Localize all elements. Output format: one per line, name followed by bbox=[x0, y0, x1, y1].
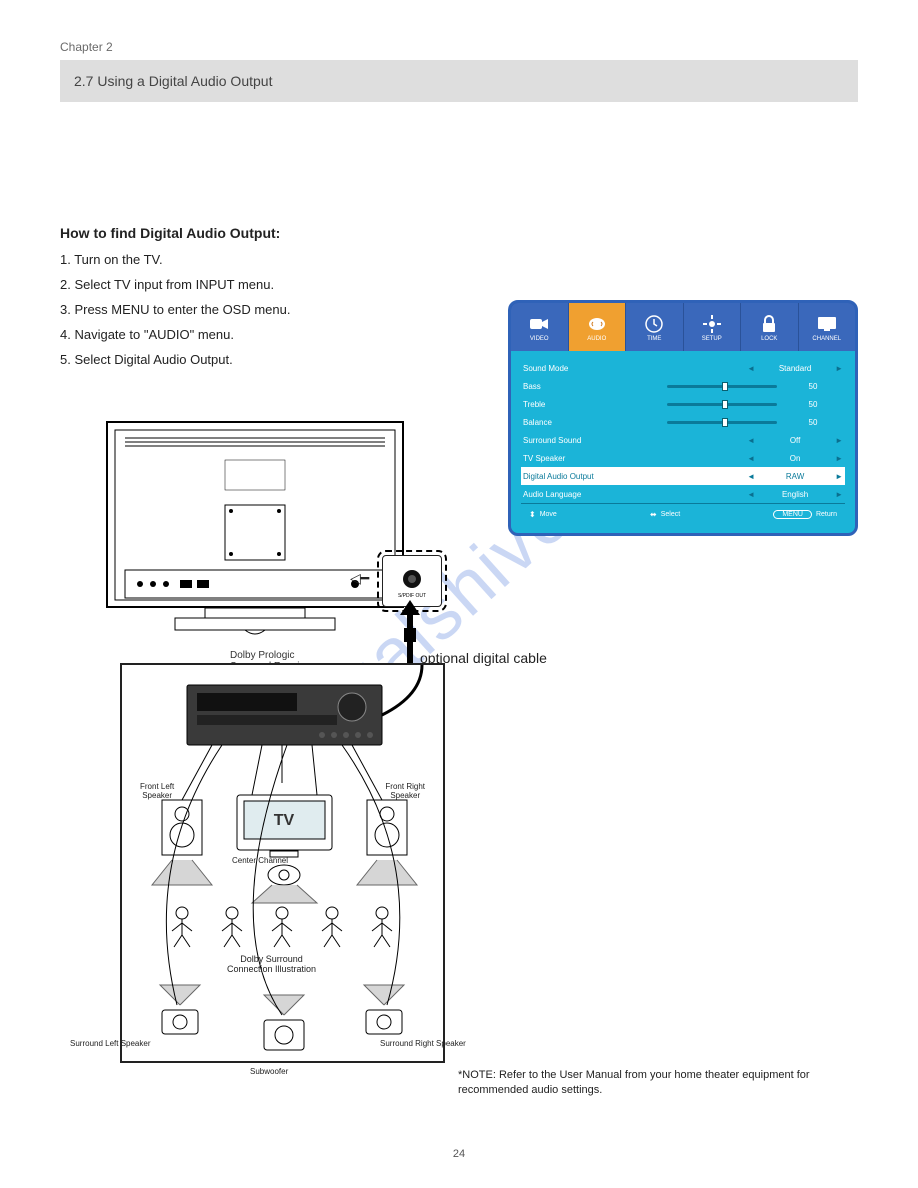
osd-body: Sound Mode ◄Standard► Bass 50 Treble 50 … bbox=[511, 351, 855, 533]
surround-right-label: Surround Right Speaker bbox=[380, 1040, 466, 1049]
foot-select: Select bbox=[661, 511, 680, 518]
leftright-icon: ⬌ bbox=[650, 510, 657, 519]
tab-audio[interactable]: AUDIO bbox=[568, 303, 626, 351]
tab-label: CHANNEL bbox=[812, 336, 841, 342]
osd-row-bass[interactable]: Bass 50 bbox=[521, 377, 845, 395]
lock-icon bbox=[758, 313, 780, 335]
tab-label: AUDIO bbox=[587, 336, 606, 342]
osd-row-value: English bbox=[765, 490, 825, 499]
arrow-right-icon: ► bbox=[835, 454, 843, 463]
osd-row-balance[interactable]: Balance 50 bbox=[521, 413, 845, 431]
page-number: 24 bbox=[0, 1148, 918, 1160]
camera-icon bbox=[528, 313, 550, 335]
osd-row-surround[interactable]: Surround Sound ◄ Off ► bbox=[521, 431, 845, 449]
tab-lock[interactable]: LOCK bbox=[740, 303, 798, 351]
howto-step: 2. Select TV input from INPUT menu. bbox=[60, 275, 858, 296]
osd-row-label: Bass bbox=[523, 382, 633, 391]
surround-connection-label: Dolby Surround Connection Illustration bbox=[227, 955, 316, 975]
osd-menu: VIDEO AUDIO TIME bbox=[508, 300, 858, 536]
tab-label: SETUP bbox=[702, 336, 722, 342]
tab-setup[interactable]: SETUP bbox=[683, 303, 741, 351]
osd-row-label: Surround Sound bbox=[523, 436, 633, 445]
arrow-right-icon: ► bbox=[835, 364, 843, 373]
return-button[interactable]: MENU bbox=[773, 510, 812, 519]
tab-label: VIDEO bbox=[530, 336, 549, 342]
gear-icon bbox=[701, 313, 723, 335]
osd-row-value: On bbox=[765, 454, 825, 463]
svg-text:TV: TV bbox=[274, 812, 295, 829]
arrow-left-icon: ◄ bbox=[747, 490, 755, 499]
section-banner: 2.7 Using a Digital Audio Output bbox=[60, 60, 858, 102]
chapter-label: Chapter 2 bbox=[60, 40, 858, 54]
arrow-right-icon: ► bbox=[835, 436, 843, 445]
spdif-label: S/PDIF OUT bbox=[398, 593, 426, 599]
tab-label: TIME bbox=[647, 336, 661, 342]
home-theater-diagram: TV bbox=[120, 663, 445, 1063]
osd-row-value: RAW bbox=[765, 472, 825, 481]
osd-row-tv-speaker[interactable]: TV Speaker ◄ On ► bbox=[521, 449, 845, 467]
tv-back-panel bbox=[105, 420, 405, 640]
center-channel-label: Center Channel bbox=[232, 857, 288, 866]
osd-row-label: Digital Audio Output bbox=[523, 472, 633, 481]
howto-title: How to find Digital Audio Output: bbox=[60, 222, 858, 244]
slider[interactable] bbox=[667, 403, 777, 406]
osd-row-sound-mode[interactable]: Sound Mode ◄ Standard ► bbox=[521, 359, 845, 377]
tab-channel[interactable]: CHANNEL bbox=[798, 303, 856, 351]
slider[interactable] bbox=[667, 421, 777, 424]
arrow-left-icon: ◄ bbox=[747, 454, 755, 463]
slider[interactable] bbox=[667, 385, 777, 388]
clock-icon bbox=[643, 313, 665, 335]
howto-step: 1. Turn on the TV. bbox=[60, 250, 858, 271]
arrow-right-icon: ► bbox=[835, 472, 843, 481]
foot-return: Return bbox=[816, 511, 837, 518]
arrow-left-icon: ◄ bbox=[747, 436, 755, 445]
note-text: *NOTE: Refer to the User Manual from you… bbox=[458, 1068, 858, 1098]
osd-row-value: Off bbox=[765, 436, 825, 445]
arrow-left-icon: ◄ bbox=[747, 364, 755, 373]
osd-row-value: Standard bbox=[765, 364, 825, 373]
subwoofer-label: Subwoofer bbox=[250, 1068, 288, 1077]
osd-row-label: Balance bbox=[523, 418, 633, 427]
osd-row-digital-audio[interactable]: Digital Audio Output ◄ RAW ► bbox=[521, 467, 845, 485]
osd-row-audio-language[interactable]: Audio Language ◄ English ► bbox=[521, 485, 845, 503]
front-left-label: Front Left Speaker bbox=[140, 783, 174, 801]
osd-row-value: 50 bbox=[783, 400, 843, 409]
tab-video[interactable]: VIDEO bbox=[511, 303, 568, 351]
osd-row-label: Sound Mode bbox=[523, 364, 633, 373]
foot-move: Move bbox=[540, 511, 557, 518]
arrow-left-icon: ◄ bbox=[747, 472, 755, 481]
osd-row-treble[interactable]: Treble 50 bbox=[521, 395, 845, 413]
osd-row-label: Audio Language bbox=[523, 490, 633, 499]
osd-row-label: TV Speaker bbox=[523, 454, 633, 463]
monitor-icon bbox=[816, 313, 838, 335]
brain-icon bbox=[586, 313, 608, 335]
updown-icon: ⬍ bbox=[529, 510, 536, 519]
osd-row-label: Treble bbox=[523, 400, 633, 409]
front-right-label: Front Right Speaker bbox=[385, 783, 425, 801]
arrow-icon: ◁━ bbox=[350, 570, 369, 587]
osd-row-value: 50 bbox=[783, 382, 843, 391]
arrow-right-icon: ► bbox=[835, 490, 843, 499]
osd-footer: ⬍ Move ⬌ Select MENU Return bbox=[521, 503, 845, 525]
osd-row-value: 50 bbox=[783, 418, 843, 427]
osd-tabs: VIDEO AUDIO TIME bbox=[511, 303, 855, 351]
tab-label: LOCK bbox=[761, 336, 777, 342]
person-icon bbox=[172, 907, 192, 947]
tab-time[interactable]: TIME bbox=[625, 303, 683, 351]
surround-left-label: Surround Left Speaker bbox=[70, 1040, 151, 1049]
